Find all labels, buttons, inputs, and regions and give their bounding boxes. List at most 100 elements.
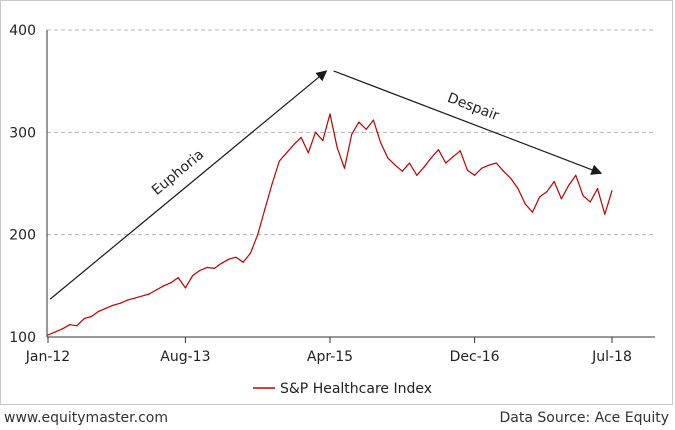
legend-label: S&P Healthcare Index: [280, 381, 432, 397]
data-point: [481, 167, 483, 169]
chart-frame: [0, 0, 673, 405]
data-point: [271, 182, 273, 185]
data-point: [416, 174, 418, 176]
data-point: [126, 299, 129, 301]
data-point: [459, 150, 461, 152]
data-point: [69, 324, 71, 326]
data-point: [596, 188, 599, 190]
data-point: [582, 195, 584, 197]
data-point: [155, 289, 158, 291]
footer-website: www.equitymaster.com: [4, 410, 168, 426]
data-point: [423, 166, 425, 168]
data-point: [206, 266, 208, 269]
data-point: [300, 136, 302, 139]
data-point: [54, 331, 56, 333]
data-point: [372, 119, 374, 121]
data-point: [510, 177, 512, 179]
data-point: [235, 256, 237, 258]
data-point: [148, 293, 150, 295]
data-point: [553, 180, 555, 183]
data-point: [257, 234, 259, 236]
data-point: [560, 198, 562, 200]
data-point: [177, 277, 179, 279]
y-tick-label-100: 100: [9, 330, 36, 346]
data-point: [264, 208, 266, 210]
data-point: [495, 162, 497, 164]
line-chart: 100 200 300 400 Jan-12 Aug-13 Apr-15 Dec-16 Jul-…: [9, 23, 655, 397]
data-point: [242, 261, 244, 263]
axes: 100 200 300 400 Jan-12 Aug-13 Apr-15 Dec-16 Jul-…: [9, 23, 655, 365]
x-tick-label-Jan-12: Jan-12: [25, 349, 70, 365]
annotations: Euphoria Despair: [49, 70, 603, 300]
data-point: [134, 297, 136, 299]
data-point: [589, 201, 591, 203]
data-point: [228, 258, 230, 260]
x-tick-label-Aug-13: Aug-13: [160, 349, 210, 365]
series: [47, 113, 613, 336]
data-point: [365, 128, 367, 130]
gridlines: [47, 29, 655, 236]
data-point: [90, 315, 92, 318]
data-point: [524, 203, 526, 205]
y-tick-label-400: 400: [9, 23, 36, 39]
annotation-label-euphoria: Euphoria: [149, 147, 207, 199]
data-point: [452, 156, 454, 158]
data-point: [474, 174, 476, 176]
data-point: [466, 169, 468, 171]
data-point: [293, 144, 295, 146]
x-tick-label-Jul-18: Jul-18: [591, 349, 632, 365]
data-point: [517, 188, 519, 190]
data-point: [163, 285, 165, 287]
data-point: [278, 160, 280, 162]
data-point: [539, 196, 541, 198]
data-point: [568, 184, 570, 187]
data-point: [47, 334, 49, 336]
data-point: [105, 307, 107, 309]
data-point: [249, 252, 252, 254]
data-point: [488, 164, 490, 166]
data-point: [184, 287, 186, 289]
legend: S&P Healthcare Index: [253, 381, 432, 397]
x-tick-label-Dec-16: Dec-16: [450, 349, 500, 365]
data-point: [112, 304, 114, 306]
x-tick-label-Apr-15: Apr-15: [307, 349, 353, 365]
data-point: [531, 211, 534, 213]
data-point: [387, 157, 389, 159]
data-point: [380, 141, 382, 144]
data-point: [604, 213, 606, 215]
data-point: [286, 152, 288, 154]
data-point: [502, 170, 505, 172]
data-point: [343, 167, 346, 169]
data-point: [170, 282, 172, 284]
data-point: [575, 174, 577, 176]
data-point: [611, 190, 613, 192]
data-point: [220, 262, 223, 264]
data-point: [401, 170, 403, 172]
data-point: [546, 191, 548, 193]
data-point: [329, 113, 331, 115]
y-tick-label-200: 200: [9, 228, 36, 244]
data-point: [61, 328, 64, 330]
data-point: [408, 162, 411, 164]
data-point: [314, 131, 317, 133]
data-point: [351, 133, 353, 135]
footer-source: Data Source: Ace Equity: [499, 410, 670, 426]
data-point: [98, 310, 100, 313]
data-point: [430, 157, 432, 159]
y-tick-label-300: 300: [9, 125, 36, 141]
data-point: [336, 147, 338, 149]
data-point: [119, 302, 121, 304]
data-point: [141, 295, 143, 297]
data-point: [394, 164, 396, 166]
annotation-label-despair: Despair: [445, 90, 501, 124]
data-point: [76, 325, 78, 327]
data-point: [83, 317, 85, 320]
annotation-arrow-euphoria: [49, 70, 328, 300]
data-point: [192, 275, 194, 277]
data-point: [445, 162, 447, 164]
data-point: [358, 121, 360, 123]
series-line-0: [47, 113, 613, 336]
data-point: [437, 149, 440, 151]
data-point: [322, 139, 324, 142]
annotation-arrow-despair: [333, 70, 603, 175]
